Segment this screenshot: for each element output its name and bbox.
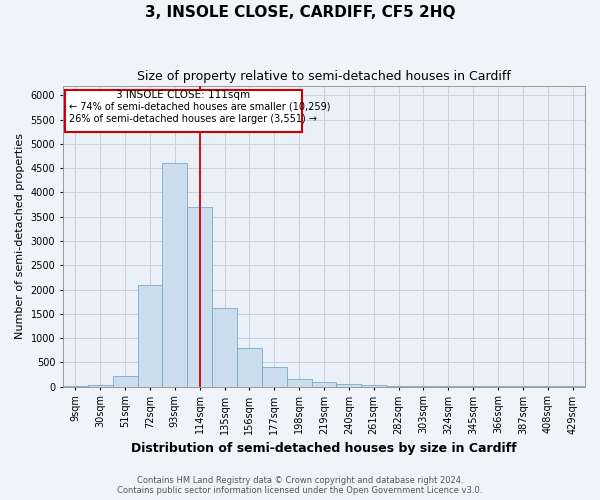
- Bar: [212, 308, 237, 386]
- Text: ← 74% of semi-detached houses are smaller (10,259): ← 74% of semi-detached houses are smalle…: [69, 102, 331, 112]
- Bar: [113, 376, 137, 386]
- Y-axis label: Number of semi-detached properties: Number of semi-detached properties: [15, 133, 25, 339]
- Bar: [187, 207, 212, 386]
- Bar: [237, 348, 262, 387]
- Text: 3, INSOLE CLOSE, CARDIFF, CF5 2HQ: 3, INSOLE CLOSE, CARDIFF, CF5 2HQ: [145, 5, 455, 20]
- Text: 3 INSOLE CLOSE: 111sqm: 3 INSOLE CLOSE: 111sqm: [116, 90, 251, 100]
- Bar: [287, 380, 311, 386]
- Text: 26% of semi-detached houses are larger (3,551) →: 26% of semi-detached houses are larger (…: [69, 114, 317, 124]
- Bar: [137, 284, 163, 386]
- Bar: [311, 382, 337, 386]
- Text: Contains HM Land Registry data © Crown copyright and database right 2024.
Contai: Contains HM Land Registry data © Crown c…: [118, 476, 482, 495]
- Title: Size of property relative to semi-detached houses in Cardiff: Size of property relative to semi-detach…: [137, 70, 511, 83]
- Bar: [262, 367, 287, 386]
- Bar: [361, 384, 386, 386]
- X-axis label: Distribution of semi-detached houses by size in Cardiff: Distribution of semi-detached houses by …: [131, 442, 517, 455]
- Bar: [163, 164, 187, 386]
- Bar: [337, 384, 361, 386]
- FancyBboxPatch shape: [65, 90, 302, 132]
